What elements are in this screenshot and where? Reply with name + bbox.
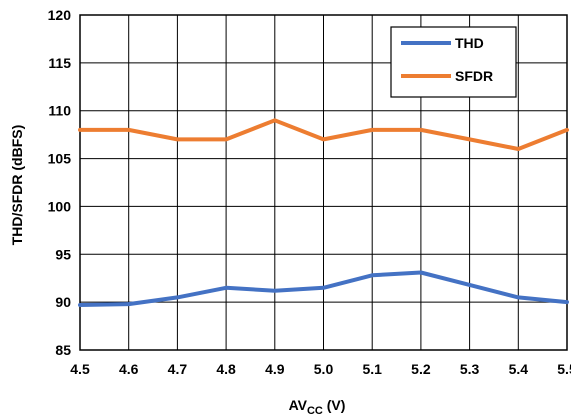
- x-tick-label: 4.5: [70, 361, 90, 377]
- y-tick-label: 90: [55, 294, 71, 310]
- x-tick-label: 4.9: [265, 361, 285, 377]
- y-tick-label: 95: [55, 246, 71, 262]
- y-axis-title: THD/SFDR (dBFS): [9, 125, 25, 246]
- x-tick-label: 5.1: [362, 361, 382, 377]
- series-line-thd: [78, 270, 569, 307]
- legend: THD SFDR: [390, 26, 517, 98]
- y-tick-label: 100: [48, 198, 72, 214]
- x-axis-ticks: 4.5 4.6 4.7 4.8 4.9 5.0 5.1 5.2 5.3 5.4 5.5: [70, 361, 571, 377]
- x-tick-label: 5.5: [557, 361, 571, 377]
- x-tick-label: 4.7: [168, 361, 188, 377]
- x-tick-label: 5.2: [411, 361, 431, 377]
- legend-label-thd: THD: [455, 35, 484, 51]
- y-axis-ticks: 85 90 95 100 105 110 115 120: [48, 7, 72, 358]
- plot-frame: [79, 14, 568, 351]
- legend-box: [390, 26, 517, 98]
- y-tick-label: 105: [48, 151, 72, 167]
- y-tick-label: 110: [48, 103, 71, 119]
- legend-label-sfdr: SFDR: [455, 68, 493, 84]
- x-tick-label: 5.0: [314, 361, 334, 377]
- x-tick-label: 5.3: [460, 361, 480, 377]
- x-tick-label: 4.8: [216, 361, 236, 377]
- y-tick-label: 120: [48, 7, 72, 23]
- series-lines: [78, 118, 569, 307]
- x-axis-title: AVCC (V): [289, 397, 346, 417]
- x-tick-label: 5.4: [509, 361, 529, 377]
- y-tick-label: 85: [55, 342, 71, 358]
- series-line-sfdr: [78, 118, 569, 151]
- x-tick-label: 4.6: [119, 361, 139, 377]
- y-tick-label: 115: [48, 55, 71, 71]
